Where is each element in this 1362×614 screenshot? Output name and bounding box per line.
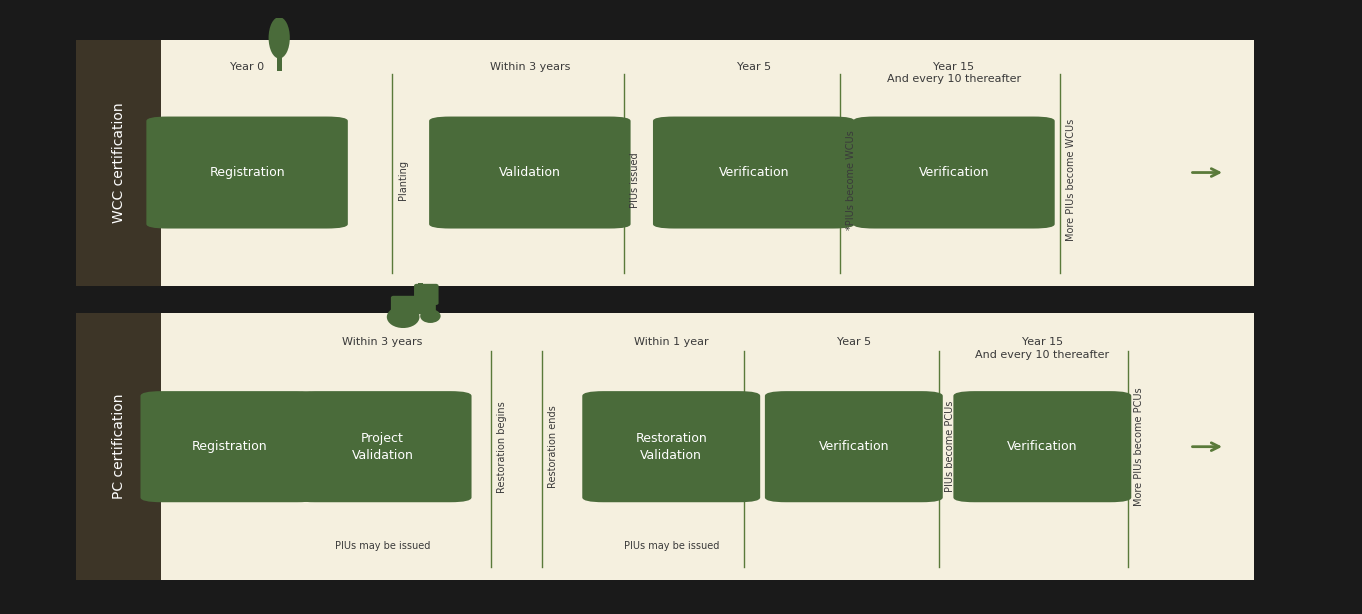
Text: Year 5: Year 5 — [737, 62, 771, 72]
Text: PC certification: PC certification — [112, 394, 125, 499]
Text: Registration: Registration — [192, 440, 267, 453]
Bar — [276, 55, 282, 71]
FancyBboxPatch shape — [146, 117, 347, 228]
Text: Validation: Validation — [498, 166, 561, 179]
Text: Year 0: Year 0 — [230, 62, 264, 72]
Bar — [76, 40, 161, 286]
FancyBboxPatch shape — [414, 284, 439, 305]
Text: Planting: Planting — [398, 160, 407, 200]
FancyBboxPatch shape — [853, 117, 1054, 228]
Circle shape — [387, 306, 419, 328]
FancyBboxPatch shape — [294, 391, 471, 502]
Text: Registration: Registration — [210, 166, 285, 179]
FancyBboxPatch shape — [765, 391, 943, 502]
Text: Within 3 years: Within 3 years — [342, 337, 422, 347]
Text: PIUs may be issued: PIUs may be issued — [624, 540, 719, 551]
Text: Project
Validation: Project Validation — [351, 432, 414, 462]
FancyBboxPatch shape — [429, 117, 631, 228]
Circle shape — [419, 309, 440, 323]
Text: Within 1 year: Within 1 year — [633, 337, 708, 347]
Text: More PIUs become PCUs: More PIUs become PCUs — [1135, 387, 1144, 506]
Text: Verification: Verification — [919, 166, 989, 179]
Bar — [76, 313, 161, 580]
FancyBboxPatch shape — [953, 391, 1132, 502]
FancyBboxPatch shape — [391, 296, 436, 314]
Text: Verification: Verification — [718, 166, 789, 179]
FancyBboxPatch shape — [652, 117, 854, 228]
Text: WCC certification: WCC certification — [112, 103, 125, 223]
Ellipse shape — [268, 17, 290, 58]
Bar — [418, 283, 422, 288]
Text: Restoration begins: Restoration begins — [497, 401, 507, 492]
Text: Restoration
Validation: Restoration Validation — [635, 432, 707, 462]
Text: PIUs become PCUs: PIUs become PCUs — [945, 401, 955, 492]
Text: *PIUs become WCUs: *PIUs become WCUs — [846, 130, 855, 230]
Text: Restoration ends: Restoration ends — [548, 405, 557, 488]
Text: Year 15
And every 10 thereafter: Year 15 And every 10 thereafter — [975, 337, 1110, 360]
Text: Verification: Verification — [1007, 440, 1077, 453]
Text: PIUs issued: PIUs issued — [631, 152, 640, 208]
Text: Year 15
And every 10 thereafter: Year 15 And every 10 thereafter — [887, 62, 1022, 84]
Text: Verification: Verification — [819, 440, 889, 453]
FancyBboxPatch shape — [583, 391, 760, 502]
Text: Within 3 years: Within 3 years — [490, 62, 571, 72]
Text: More PIUs become WCUs: More PIUs become WCUs — [1066, 119, 1076, 241]
Text: PIUs may be issued: PIUs may be issued — [335, 540, 430, 551]
FancyBboxPatch shape — [140, 391, 319, 502]
Text: Year 5: Year 5 — [836, 337, 870, 347]
